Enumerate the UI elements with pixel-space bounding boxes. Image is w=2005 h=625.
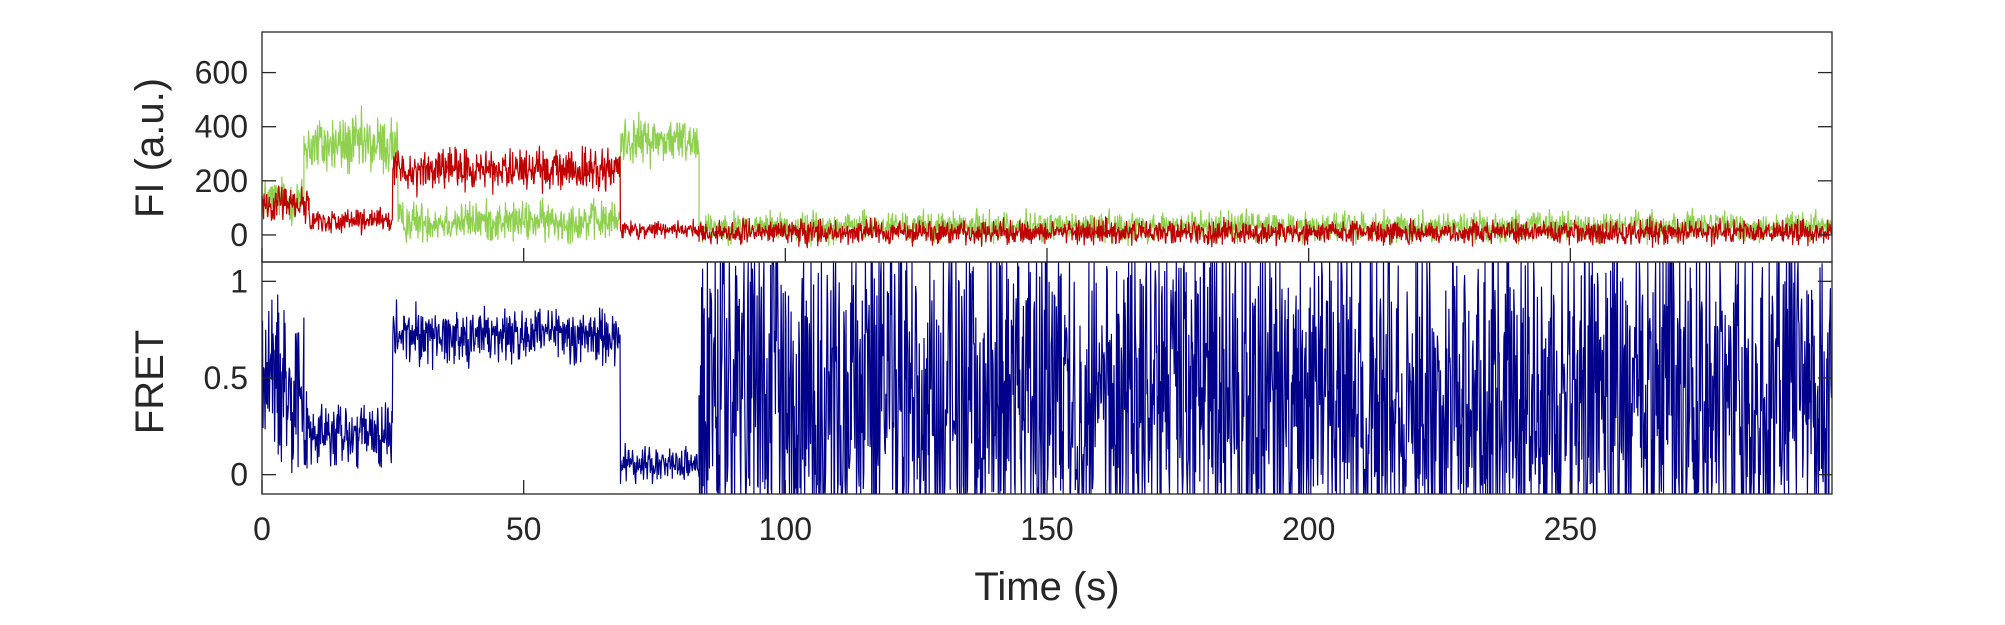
y-tick-label: 0 (230, 457, 248, 493)
y-tick-label: 200 (195, 163, 248, 199)
x-tick-label: 100 (759, 511, 812, 547)
series-line-1 (262, 262, 1832, 494)
series-line-2 (262, 145, 1832, 249)
y-tick-label: 0.5 (204, 360, 248, 396)
x-tick-label: 150 (1020, 511, 1073, 547)
x-tick-label: 250 (1544, 511, 1597, 547)
top-y-axis-label: FI (a.u.) (128, 78, 172, 218)
y-tick-label: 0 (230, 217, 248, 253)
fret-panel: 0 0.5 1 0 50 100 150 200 250 (204, 261, 1833, 547)
y-tick-label: 400 (195, 109, 248, 145)
x-axis-label: Time (s) (974, 565, 1119, 609)
y-tick-label: 1 (230, 263, 248, 299)
y-tick-label: 600 (195, 55, 248, 91)
x-tick-label: 0 (253, 511, 271, 547)
bottom-y-axis-label: FRET (128, 330, 172, 434)
x-tick-label: 50 (506, 511, 542, 547)
x-tick-label: 200 (1282, 511, 1335, 547)
fluorescence-panel: 0 200 400 600 (195, 31, 1833, 263)
